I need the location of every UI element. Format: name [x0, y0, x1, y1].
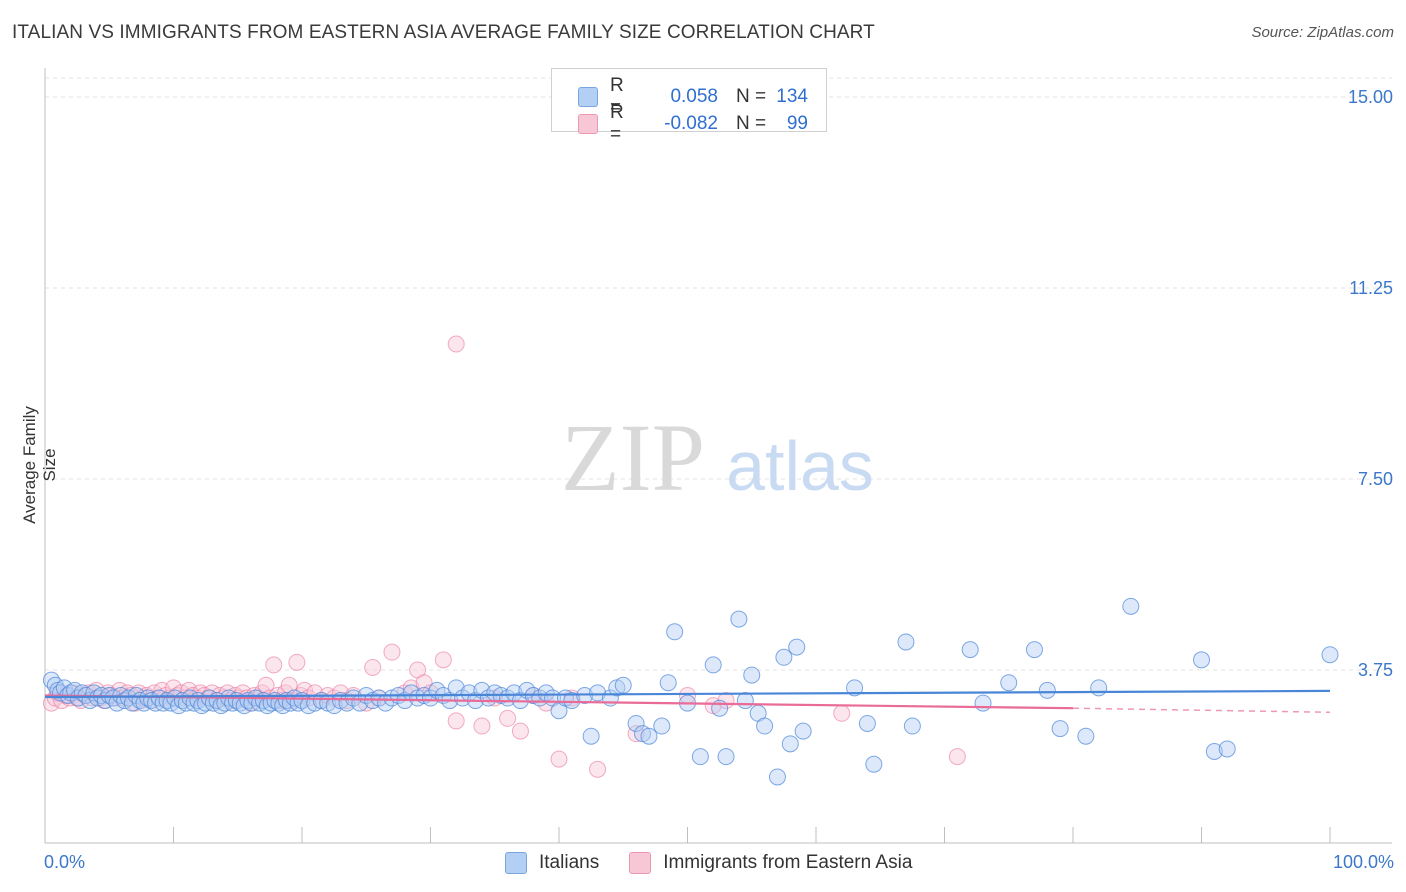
y-tick-label: 3.75 — [1358, 660, 1393, 680]
legend-n-value: 134 — [776, 86, 808, 107]
data-point-immigrants — [550, 750, 568, 768]
data-point-italians — [788, 638, 806, 656]
y-tick-label: 7.50 — [1358, 469, 1393, 489]
data-point-italians — [704, 656, 722, 674]
legend-swatch-immigrants — [629, 852, 652, 874]
legend-item-immigrants[interactable]: Immigrants from Eastern Asia — [629, 852, 912, 874]
data-point-italians — [640, 727, 658, 745]
legend-row-immigrants: R = -0.082 N = 99 — [578, 102, 808, 146]
data-point-immigrants — [589, 760, 607, 778]
data-point-italians — [858, 714, 876, 732]
data-point-immigrants — [627, 725, 645, 743]
trend-line-italians — [44, 689, 1331, 699]
data-point-immigrants — [265, 656, 283, 674]
legend-n-label: N = — [736, 113, 767, 134]
data-point-italians — [865, 755, 883, 773]
data-point-italians — [743, 666, 761, 684]
data-point-italians — [897, 633, 915, 651]
data-point-immigrants — [447, 335, 465, 353]
legend-label-italians: Italians — [539, 852, 600, 873]
data-point-italians — [1321, 646, 1339, 664]
data-point-italians — [1000, 674, 1018, 692]
series-legend: Italians Immigrants from Eastern Asia — [505, 852, 942, 874]
legend-r-value: -0.082 — [664, 113, 718, 134]
watermark-atlas: atlas — [726, 427, 874, 505]
legend-swatch-pink — [578, 114, 598, 134]
legend-n-label: N = — [736, 86, 767, 107]
data-point-immigrants — [447, 712, 465, 730]
data-point-immigrants — [833, 704, 851, 722]
data-point-italians — [717, 748, 735, 766]
trend-lines — [44, 689, 1331, 714]
trend-line-immigrants — [44, 694, 1074, 710]
data-point-immigrants — [511, 722, 529, 740]
data-point-italians — [846, 679, 864, 697]
legend-label-immigrants: Immigrants from Eastern Asia — [663, 852, 913, 873]
data-point-italians — [691, 748, 709, 766]
legend-r-value: 0.058 — [670, 86, 718, 107]
data-point-immigrants — [499, 709, 517, 727]
data-point-immigrants — [948, 748, 966, 766]
y-axis-label: Average Family Size — [20, 406, 59, 524]
data-point-italians — [1090, 679, 1108, 697]
data-point-immigrants — [383, 643, 401, 661]
data-point-italians — [653, 717, 671, 735]
data-point-italians — [1038, 681, 1056, 699]
data-point-italians — [563, 692, 581, 710]
data-point-italians — [730, 610, 748, 628]
data-point-italians — [781, 735, 799, 753]
watermark: ZIP atlas — [561, 404, 874, 511]
data-point-italians — [627, 714, 645, 732]
data-point-immigrants — [473, 717, 491, 735]
data-point-immigrants — [434, 651, 452, 669]
trend-line-immigrants-extrapolated — [1072, 707, 1331, 714]
legend-item-italians[interactable]: Italians — [505, 852, 599, 874]
data-point-italians — [711, 699, 729, 717]
y-tick-label: 11.25 — [1349, 278, 1393, 298]
data-point-italians — [775, 648, 793, 666]
data-point-immigrants — [364, 658, 382, 676]
data-point-immigrants — [415, 674, 433, 692]
data-point-italians — [666, 623, 684, 641]
legend-swatch-italians — [505, 852, 527, 874]
data-point-italians — [736, 692, 754, 710]
axes — [44, 68, 1392, 844]
y-tick-labels: 3.75 7.50 11.25 15.00 — [1348, 87, 1393, 680]
x-tick-label-min: 0.0% — [44, 852, 86, 872]
x-tick-label-max: 100.0% — [1332, 852, 1394, 872]
data-point-italians — [1205, 742, 1223, 760]
data-point-italians — [974, 694, 992, 712]
grid-lines — [45, 77, 1392, 671]
data-point-italians — [659, 674, 677, 692]
data-point-italians — [1193, 651, 1210, 669]
data-point-italians — [582, 727, 600, 745]
data-point-italians — [1218, 740, 1236, 758]
y-tick-label: 15.00 — [1348, 87, 1393, 107]
data-point-italians — [589, 684, 607, 702]
data-point-italians — [768, 768, 786, 786]
data-point-immigrants — [288, 653, 306, 671]
data-point-italians — [1077, 727, 1095, 745]
data-point-italians — [794, 722, 812, 740]
source-credit: Source: ZipAtlas.com — [1251, 24, 1394, 41]
data-point-italians — [1025, 641, 1043, 659]
data-point-italians — [756, 717, 774, 735]
legend-r-label: R = — [610, 102, 624, 145]
legend-r-label: R = — [610, 75, 624, 118]
legend-row-italians: R = 0.058 N = 134 — [578, 75, 808, 119]
legend-swatch-blue — [578, 87, 598, 107]
data-point-italians — [614, 676, 632, 694]
chart-title: ITALIAN VS IMMIGRANTS FROM EASTERN ASIA … — [12, 22, 875, 43]
stats-legend: R = 0.058 N = 134 R = -0.082 N = 99 — [551, 68, 827, 145]
data-point-italians — [1122, 597, 1140, 615]
legend-n-value: 99 — [786, 113, 808, 134]
data-point-italians — [1051, 720, 1069, 738]
watermark-zip: ZIP — [561, 404, 705, 511]
data-point-italians — [961, 641, 979, 659]
data-point-italians — [903, 717, 921, 735]
